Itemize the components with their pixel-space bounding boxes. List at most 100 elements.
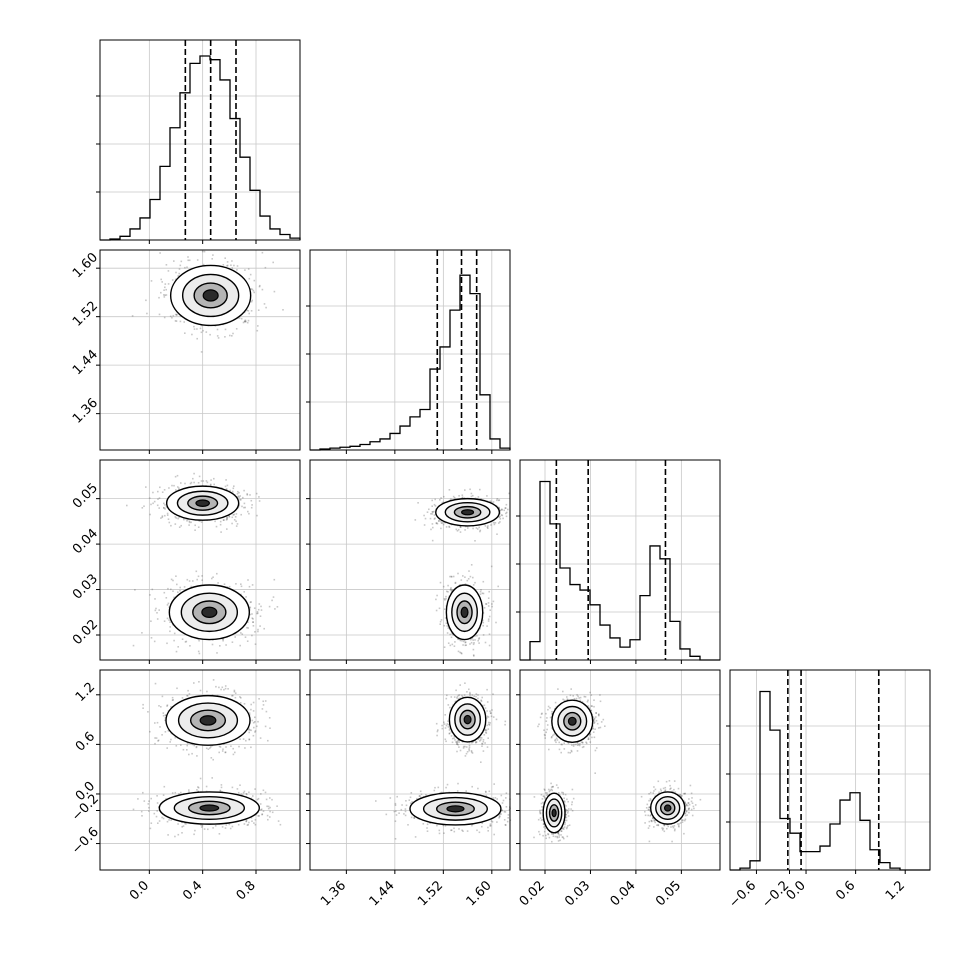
sample-point	[156, 810, 158, 812]
sample-point	[456, 530, 459, 532]
sample-point	[156, 504, 159, 507]
sample-point	[188, 580, 191, 582]
sample-point	[251, 299, 253, 302]
sample-point	[163, 785, 166, 788]
sample-point	[217, 337, 220, 339]
sample-point	[459, 526, 462, 528]
sample-point	[440, 527, 442, 530]
sample-point	[162, 714, 165, 717]
sample-point	[243, 823, 246, 825]
sample-point	[484, 729, 487, 732]
sample-point	[256, 611, 259, 613]
sample-point	[456, 743, 458, 745]
sample-point	[486, 625, 488, 627]
sample-point	[186, 744, 188, 747]
sample-point	[189, 645, 191, 647]
sample-point	[190, 585, 193, 588]
sample-point	[414, 519, 417, 521]
sample-point	[225, 519, 228, 521]
sample-point	[486, 526, 489, 529]
sample-point	[271, 811, 274, 814]
sample-point	[184, 482, 186, 485]
sample-point	[479, 530, 481, 533]
sample-point	[186, 578, 189, 581]
sample-point	[181, 832, 183, 834]
sample-point	[224, 687, 227, 690]
sample-point	[162, 794, 165, 796]
sample-point	[132, 644, 135, 647]
sample-point	[186, 694, 189, 697]
sample-point	[492, 501, 495, 503]
sample-point	[229, 827, 232, 830]
sample-point	[226, 517, 228, 519]
sample-point	[243, 502, 246, 505]
sample-point	[178, 487, 180, 489]
sample-point	[436, 522, 439, 525]
sample-point	[262, 704, 265, 706]
sample-point	[224, 827, 227, 829]
sample-point	[195, 746, 198, 749]
sample-point	[236, 493, 239, 495]
sample-point	[450, 498, 452, 500]
sample-point	[158, 497, 161, 499]
sample-point	[260, 809, 262, 811]
sample-point	[156, 612, 158, 614]
sample-point	[173, 596, 175, 599]
sample-point	[436, 594, 438, 597]
sample-point	[185, 640, 188, 643]
sample-point	[417, 502, 419, 504]
sample-point	[257, 608, 260, 611]
sample-point	[167, 518, 170, 520]
sample-point	[499, 515, 501, 518]
sample-point	[226, 528, 228, 530]
sample-point	[239, 495, 241, 497]
sample-point	[177, 517, 179, 520]
sample-point	[165, 798, 167, 800]
sample-point	[499, 521, 501, 523]
sample-point	[234, 751, 236, 754]
sample-point	[445, 740, 447, 743]
sample-point	[156, 721, 159, 724]
sample-point	[459, 638, 461, 641]
sample-point	[474, 635, 476, 637]
sample-point	[465, 644, 467, 646]
sample-point	[438, 607, 441, 610]
sample-point	[451, 741, 454, 744]
sample-point	[188, 791, 190, 793]
sample-point	[171, 484, 173, 487]
sample-point	[431, 513, 434, 515]
sample-point	[184, 266, 186, 269]
sample-point	[429, 517, 432, 520]
sample-point	[239, 644, 241, 647]
sample-point	[222, 638, 224, 641]
sample-point	[238, 496, 240, 499]
sample-point	[252, 618, 254, 620]
sample-point	[194, 524, 196, 527]
sample-point	[147, 803, 150, 805]
sample-point	[453, 497, 456, 499]
sample-point	[260, 605, 262, 608]
sample-point	[251, 617, 254, 619]
sample-point	[242, 792, 245, 794]
sample-point	[466, 751, 469, 753]
sample-point	[205, 747, 208, 750]
sample-point	[244, 320, 247, 323]
sample-point	[163, 296, 166, 298]
sample-point	[236, 523, 239, 525]
sample-point	[188, 789, 190, 791]
sample-point	[222, 519, 225, 521]
sample-point	[445, 622, 448, 624]
sample-point	[165, 506, 168, 508]
sample-point	[179, 264, 182, 267]
sample-point	[254, 643, 257, 645]
sample-point	[225, 488, 228, 490]
sample-point	[166, 642, 168, 645]
sample-point	[212, 576, 214, 578]
density-peak	[202, 289, 219, 302]
sample-point	[247, 310, 250, 312]
sample-point	[164, 719, 166, 722]
sample-point	[250, 300, 253, 303]
sample-point	[435, 598, 437, 601]
sample-point	[446, 625, 448, 627]
sample-point	[490, 524, 492, 526]
